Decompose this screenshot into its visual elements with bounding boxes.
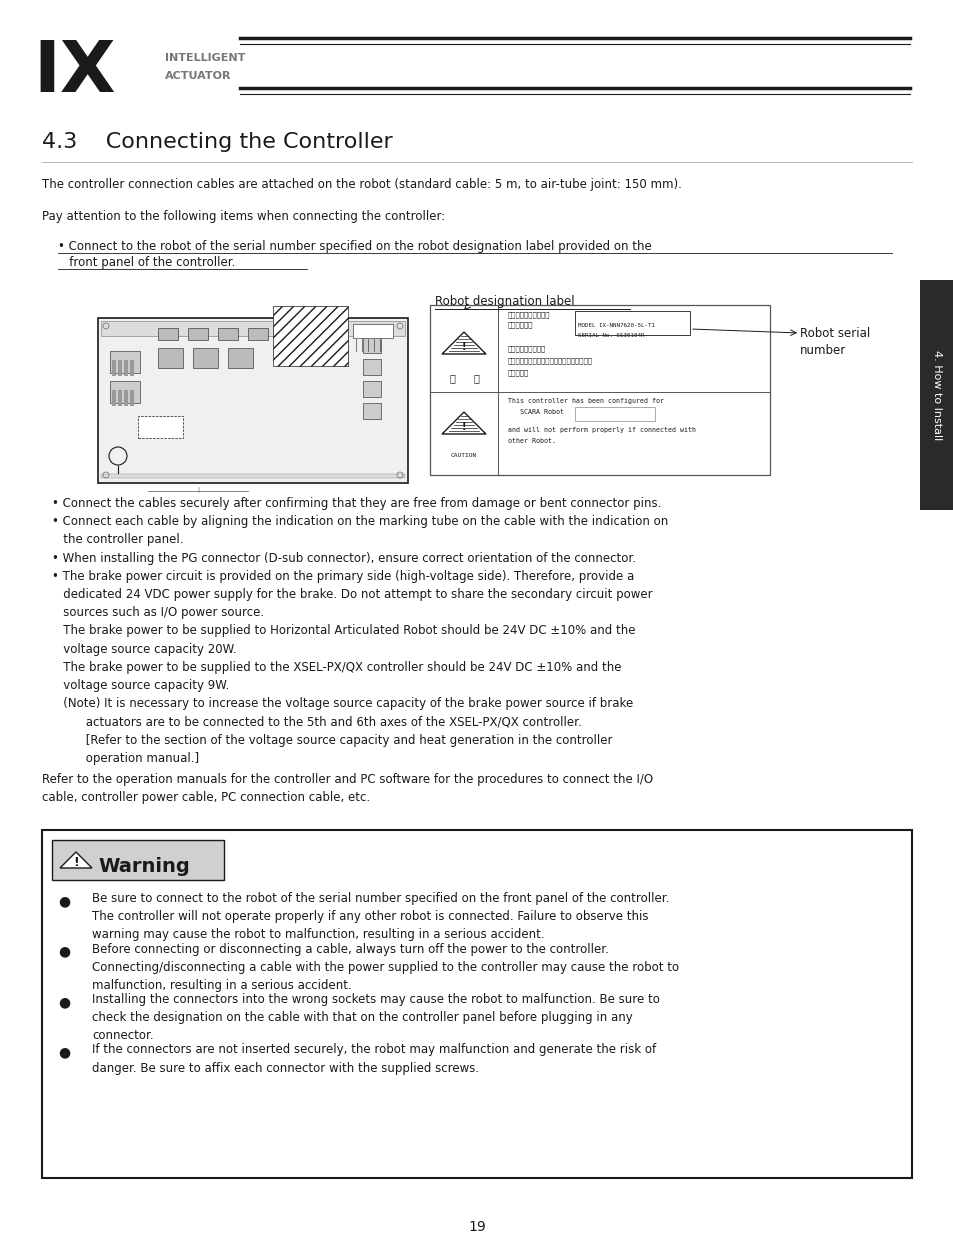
Text: ●: ● xyxy=(58,945,70,958)
Text: IX: IX xyxy=(33,37,116,106)
Bar xyxy=(42,830,911,1178)
Text: This controller has been configured for: This controller has been configured for xyxy=(507,398,663,404)
Text: MODEL IX-NNN7620-5L-T1: MODEL IX-NNN7620-5L-T1 xyxy=(578,324,655,329)
Text: と接続して下さい。: と接続して下さい。 xyxy=(507,345,546,352)
Text: !: ! xyxy=(73,857,79,869)
Bar xyxy=(118,390,122,406)
Bar xyxy=(158,329,178,340)
Text: !: ! xyxy=(461,422,466,432)
Text: • Connect to the robot of the serial number specified on the robot designation l: • Connect to the robot of the serial num… xyxy=(58,240,655,253)
Bar xyxy=(110,382,140,403)
Bar xyxy=(363,403,380,419)
Bar xyxy=(193,348,218,368)
Bar xyxy=(101,474,405,478)
Bar xyxy=(130,390,133,406)
Bar xyxy=(52,840,224,881)
Bar xyxy=(138,416,183,438)
Polygon shape xyxy=(60,852,91,868)
Text: Robot serial
number: Robot serial number xyxy=(800,327,869,357)
Bar xyxy=(919,280,953,510)
Text: 他のロボットと接続した場合は、正常に動作: 他のロボットと接続した場合は、正常に動作 xyxy=(507,357,593,363)
Bar xyxy=(575,311,689,335)
Bar xyxy=(575,408,655,421)
Text: しません。: しません。 xyxy=(507,369,529,375)
Text: Warning: Warning xyxy=(98,857,190,877)
Text: INTELLIGENT: INTELLIGENT xyxy=(165,53,245,63)
Text: Before connecting or disconnecting a cable, always turn off the power to the con: Before connecting or disconnecting a cab… xyxy=(91,942,679,992)
Bar xyxy=(118,359,122,375)
Bar xyxy=(98,317,408,483)
Bar xyxy=(112,390,116,406)
Bar xyxy=(130,359,133,375)
Bar xyxy=(363,359,380,375)
Polygon shape xyxy=(441,412,485,433)
Text: other Robot.: other Robot. xyxy=(507,438,556,445)
Text: If the connectors are not inserted securely, the robot may malfunction and gener: If the connectors are not inserted secur… xyxy=(91,1044,656,1074)
Bar xyxy=(101,321,405,336)
Text: |: | xyxy=(196,487,199,493)
Text: Refer to the operation manuals for the controller and PC software for the proced: Refer to the operation manuals for the c… xyxy=(42,773,653,804)
Text: ロボット本体: ロボット本体 xyxy=(507,321,533,327)
Text: • Connect the cables securely after confirming that they are free from damage or: • Connect the cables securely after conf… xyxy=(52,496,667,764)
Bar xyxy=(218,329,237,340)
Text: 4.3    Connecting the Controller: 4.3 Connecting the Controller xyxy=(42,132,393,152)
Bar xyxy=(110,351,140,373)
Bar xyxy=(353,324,393,338)
Text: front panel of the controller.: front panel of the controller. xyxy=(58,256,235,269)
Text: ●: ● xyxy=(58,995,70,1009)
Text: SERIAL No. SS30104R: SERIAL No. SS30104R xyxy=(578,333,644,338)
Bar xyxy=(363,382,380,396)
Bar xyxy=(228,348,253,368)
Bar xyxy=(188,329,208,340)
Text: ACTUATOR: ACTUATOR xyxy=(165,70,232,82)
Bar xyxy=(273,306,348,366)
Text: Pay attention to the following items when connecting the controller:: Pay attention to the following items whe… xyxy=(42,210,445,224)
Text: CAUTION: CAUTION xyxy=(451,453,476,458)
Polygon shape xyxy=(441,332,485,354)
Text: 4. How to Install: 4. How to Install xyxy=(931,350,941,440)
Text: SCARA Robot: SCARA Robot xyxy=(507,409,563,415)
Bar xyxy=(124,390,128,406)
Bar xyxy=(158,348,183,368)
Text: !: ! xyxy=(461,342,466,352)
Text: The controller connection cables are attached on the robot (standard cable: 5 m,: The controller connection cables are att… xyxy=(42,178,681,191)
Bar xyxy=(363,337,380,353)
Text: Installing the connectors into the wrong sockets may cause the robot to malfunct: Installing the connectors into the wrong… xyxy=(91,993,659,1042)
Text: Be sure to connect to the robot of the serial number specified on the front pane: Be sure to connect to the robot of the s… xyxy=(91,892,669,941)
Text: Robot designation label: Robot designation label xyxy=(435,295,574,308)
Text: 注: 注 xyxy=(449,373,455,383)
Text: このコントロ－ラは、: このコントロ－ラは、 xyxy=(507,311,550,317)
Bar xyxy=(112,359,116,375)
Bar xyxy=(430,305,769,475)
Text: ●: ● xyxy=(58,1046,70,1060)
Text: and will not perform properly if connected with: and will not perform properly if connect… xyxy=(507,427,696,433)
Text: 意: 意 xyxy=(473,373,478,383)
Text: ●: ● xyxy=(58,894,70,908)
Bar xyxy=(124,359,128,375)
Bar xyxy=(248,329,268,340)
Text: 19: 19 xyxy=(468,1220,485,1234)
